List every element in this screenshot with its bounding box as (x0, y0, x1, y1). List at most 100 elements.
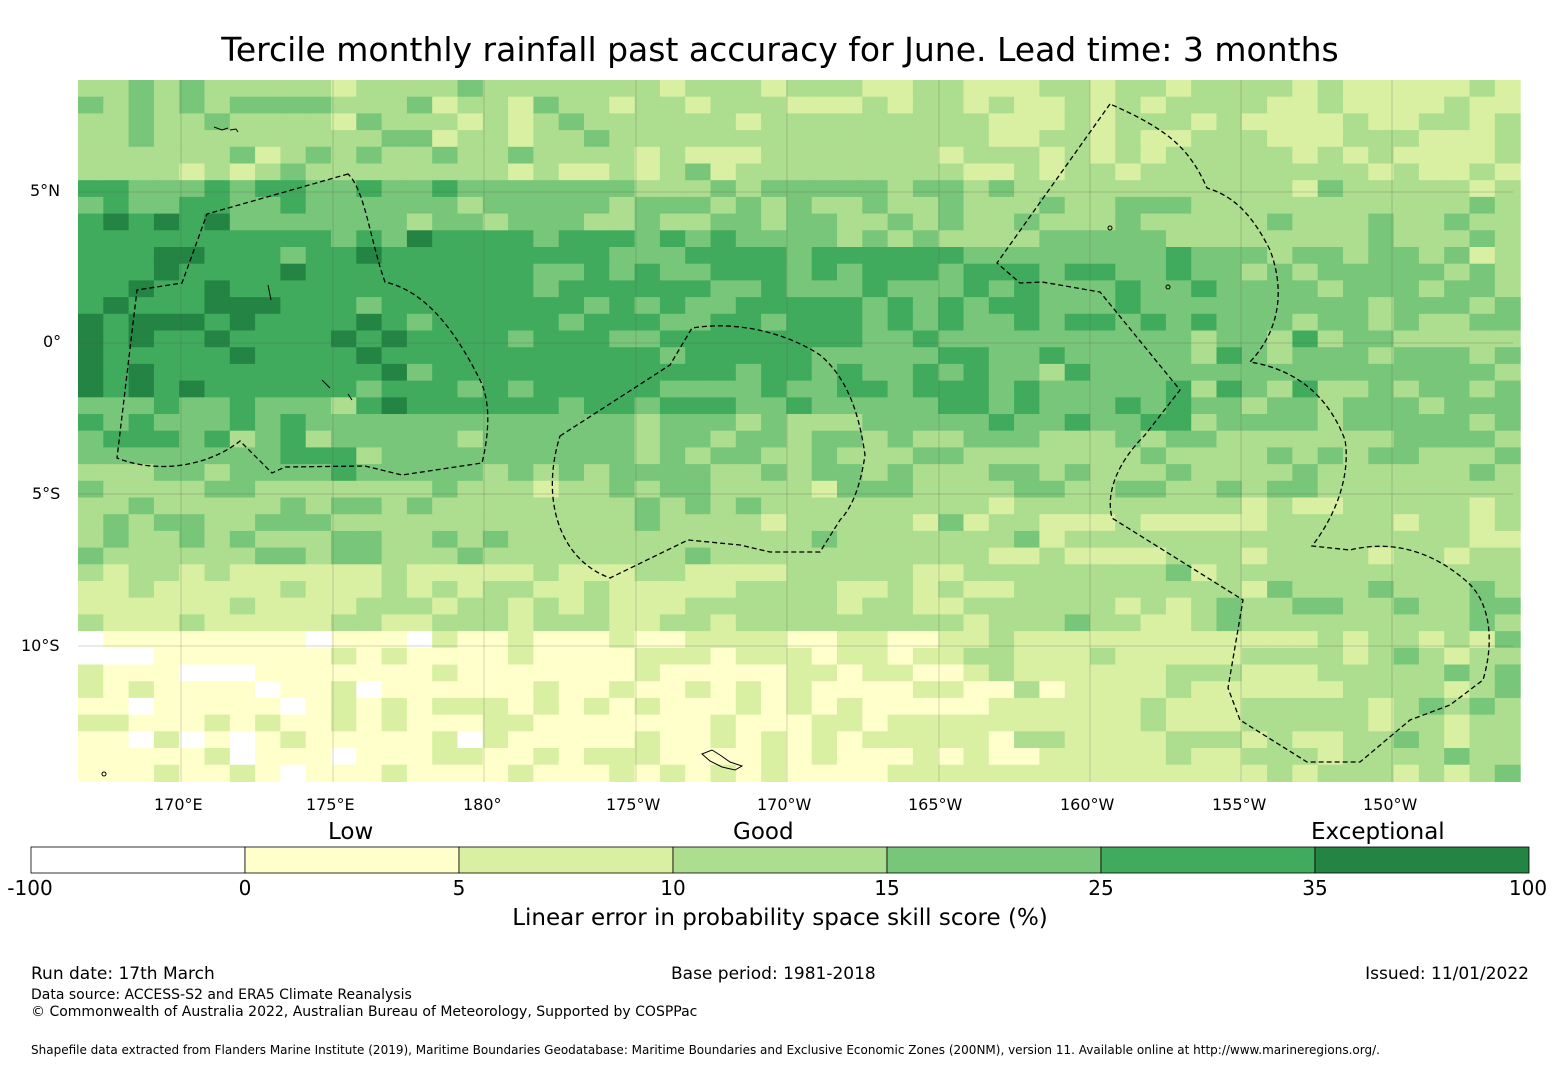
grid-cell (912, 631, 939, 649)
grid-cell (255, 597, 281, 615)
grid-cell (1494, 664, 1521, 682)
grid-cell (634, 447, 661, 465)
grid-cell (432, 146, 459, 165)
grid-cell (1216, 280, 1243, 298)
grid-cell (912, 514, 939, 532)
grid-cell (811, 230, 838, 248)
grid-cell (432, 347, 459, 365)
grid-cell (331, 547, 357, 565)
grid-cell (887, 363, 914, 382)
grid-cell (1140, 614, 1167, 632)
grid-cell (204, 597, 231, 615)
grid-cell (1469, 130, 1496, 148)
grid-cell (735, 247, 762, 265)
grid-cell (432, 764, 459, 782)
grid-cell (1343, 714, 1369, 732)
grid-cell (1368, 96, 1395, 114)
grid-cell (153, 430, 180, 448)
grid-cell (761, 748, 787, 766)
grid-cell (584, 681, 610, 699)
grid-cell (634, 163, 661, 181)
grid-cell (406, 714, 433, 732)
grid-cell (1267, 414, 1293, 432)
grid-cell (659, 380, 686, 398)
grid-cell (1267, 263, 1293, 281)
grid-cell (406, 247, 433, 265)
grid-cell (1469, 664, 1496, 682)
grid-cell (710, 80, 737, 98)
grid-cell (78, 230, 104, 248)
grid-cell (457, 447, 484, 465)
grid-cell (685, 664, 712, 682)
grid-cell (482, 196, 509, 215)
grid-cell (963, 280, 990, 298)
grid-cell (761, 363, 787, 382)
grid-cell (1039, 581, 1066, 599)
grid-cell (1469, 213, 1496, 231)
grid-cell (103, 430, 130, 448)
grid-cell (1393, 564, 1420, 582)
grid-cell (1343, 347, 1369, 365)
grid-cell (811, 614, 838, 632)
grid-cell (305, 196, 332, 215)
grid-cell (1494, 130, 1521, 148)
grid-cell (963, 230, 990, 248)
grid-cell (1165, 497, 1192, 515)
grid-cell (381, 681, 408, 699)
grid-cell (609, 530, 636, 549)
grid-cell (103, 80, 130, 98)
grid-cell (153, 80, 180, 98)
grid-cell (103, 647, 130, 666)
grid-cell (558, 530, 585, 549)
grid-cell (381, 363, 408, 382)
grid-cell (179, 731, 206, 749)
grid-cell (862, 714, 889, 732)
grid-cell (1292, 213, 1319, 231)
grid-cell (229, 497, 256, 515)
grid-cell (837, 80, 863, 98)
grid-cell (457, 130, 484, 148)
grid-cell (305, 614, 332, 632)
grid-cell (912, 731, 939, 749)
grid-cell (1267, 80, 1293, 98)
grid-cell (1469, 397, 1496, 415)
grid-cell (1368, 547, 1395, 565)
grid-cell (862, 447, 889, 465)
grid-cell (1140, 230, 1167, 248)
grid-cell (988, 397, 1015, 415)
grid-cell (1292, 447, 1319, 465)
grid-cell (811, 664, 838, 682)
grid-cell (204, 297, 231, 315)
grid-cell (938, 247, 965, 265)
grid-cell (837, 380, 863, 398)
grid-cell (128, 247, 155, 265)
grid-cell (1191, 380, 1218, 398)
grid-cell (1115, 380, 1142, 398)
grid-cell (938, 80, 965, 98)
grid-cell (204, 647, 231, 666)
grid-cell (811, 163, 838, 181)
grid-cell (584, 764, 610, 782)
grid-cell (1064, 414, 1091, 432)
grid-cell (305, 664, 332, 682)
grid-cell (1216, 631, 1243, 649)
grid-cell (128, 163, 155, 181)
grid-cell (179, 614, 206, 632)
grid-cell (457, 530, 484, 549)
grid-cell (103, 681, 130, 699)
grid-cell (1115, 547, 1142, 565)
grid-cell (786, 748, 813, 766)
grid-cell (229, 530, 256, 549)
grid-cell (406, 80, 433, 98)
grid-cell (862, 514, 889, 532)
grid-cell (153, 731, 180, 749)
grid-cell (1418, 497, 1445, 515)
grid-cell (609, 764, 636, 782)
grid-cell (735, 514, 762, 532)
colorbar-tick: 0 (238, 876, 252, 900)
grid-cell (305, 714, 332, 732)
grid-cell (1267, 247, 1293, 265)
grid-cell (1165, 764, 1192, 782)
grid-cell (811, 647, 838, 666)
grid-cell (659, 430, 686, 448)
